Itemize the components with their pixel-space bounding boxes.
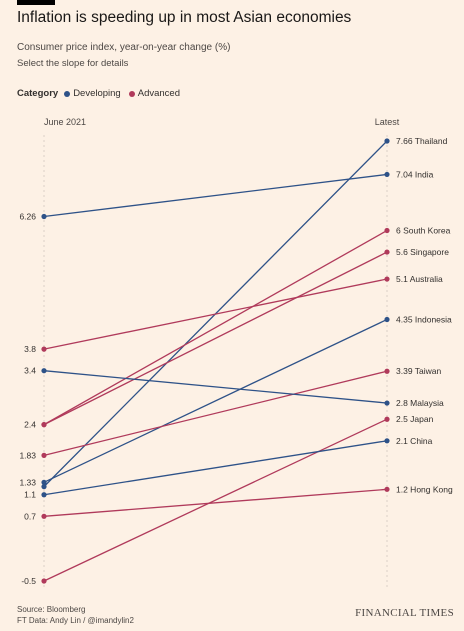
column-header-start: June 2021 (44, 117, 86, 127)
end-point-hong-kong[interactable] (384, 486, 390, 492)
chart-subtitle: Consumer price index, year-on-year chang… (17, 42, 231, 53)
legend-dot-developing (64, 90, 71, 97)
end-label-south-korea: 6 South Korea (396, 226, 451, 236)
start-label-6-26: 6.26 (19, 211, 36, 221)
start-point-taiwan[interactable] (41, 452, 47, 458)
legend-item-advanced[interactable]: Advanced (128, 88, 180, 99)
start-label-1-1: 1.1 (24, 490, 36, 500)
end-point-australia[interactable] (384, 276, 390, 282)
start-label-0-7: 0.7 (24, 511, 36, 521)
end-point-china[interactable] (384, 438, 390, 444)
end-point-south-korea[interactable] (384, 227, 390, 234)
start-point-australia[interactable] (41, 346, 47, 352)
legend-label: Category (17, 88, 59, 99)
start-point-china[interactable] (41, 492, 47, 498)
slope-line-south-korea[interactable] (43, 229, 388, 426)
end-label-australia: 5.1 Australia (396, 274, 443, 284)
end-label-india: 7.04 India (396, 169, 434, 179)
start-point-india[interactable] (41, 213, 47, 220)
chart-title: Inflation is speeding up in most Asian e… (17, 9, 352, 26)
end-label-taiwan: 3.39 Taiwan (396, 366, 441, 376)
end-point-malaysia[interactable] (384, 400, 390, 406)
start-point-malaysia[interactable] (41, 368, 47, 374)
start-point-thailand[interactable] (41, 484, 47, 490)
credit-text: FT Data: Andy Lin / @imandylin2 (17, 616, 134, 625)
end-point-thailand[interactable] (384, 138, 390, 144)
end-label-china: 2.1 China (396, 436, 433, 446)
legend-item-developing[interactable]: Developing (64, 88, 121, 99)
end-label-thailand: 7.66 Thailand (396, 136, 448, 146)
start-point-hong-kong[interactable] (41, 513, 47, 519)
ft-logo-text: FINANCIAL TIMES (355, 607, 454, 619)
start-label-1-83: 1.83 (19, 450, 36, 460)
end-label-indonesia: 4.35 Indonesia (396, 314, 452, 324)
end-label-hong-kong: 1.2 Hong Kong (396, 484, 453, 494)
source-note: Source: Bloomberg FT Data: Andy Lin / @i… (17, 604, 134, 626)
start-point-japan[interactable] (41, 578, 47, 584)
end-label-malaysia: 2.8 Malaysia (396, 398, 444, 408)
legend-dot-advanced (128, 90, 135, 97)
slope-line-indonesia[interactable] (43, 318, 388, 483)
end-point-taiwan[interactable] (384, 368, 390, 374)
slope-line-china[interactable] (43, 440, 388, 496)
slope-line-japan[interactable] (43, 418, 388, 582)
source-text: Source: Bloomberg (17, 605, 86, 614)
column-header-end: Latest (375, 117, 400, 127)
end-label-japan: 2.5 Japan (396, 414, 434, 424)
chart-hint: Select the slope for details (17, 58, 129, 69)
start-label-2-4: 2.4 (24, 420, 36, 430)
end-label-singapore: 5.6 Singapore (396, 247, 449, 257)
end-point-japan[interactable] (384, 416, 390, 422)
slope-line-singapore[interactable] (43, 251, 388, 426)
slope-line-hong-kong[interactable] (43, 488, 388, 517)
end-point-singapore[interactable] (384, 249, 390, 255)
slope-line-taiwan[interactable] (43, 370, 388, 456)
start-point-singapore[interactable] (41, 422, 47, 428)
start-label-3-4: 3.4 (24, 366, 36, 376)
start-label-1-33: 1.33 (19, 477, 36, 487)
start-point-indonesia[interactable] (41, 479, 47, 485)
slope-line-india[interactable] (43, 173, 388, 218)
start-label-3-8: 3.8 (24, 344, 36, 354)
end-point-indonesia[interactable] (384, 316, 390, 323)
slope-line-malaysia[interactable] (43, 370, 388, 404)
legend-text-developing: Developing (73, 88, 121, 99)
slope-line-australia[interactable] (43, 278, 388, 350)
brand-bar (17, 0, 55, 5)
end-point-india[interactable] (384, 171, 390, 178)
legend-text-advanced: Advanced (137, 88, 180, 99)
legend: Category Developing Advanced (17, 88, 188, 99)
start-label--0-5: -0.5 (21, 576, 36, 586)
